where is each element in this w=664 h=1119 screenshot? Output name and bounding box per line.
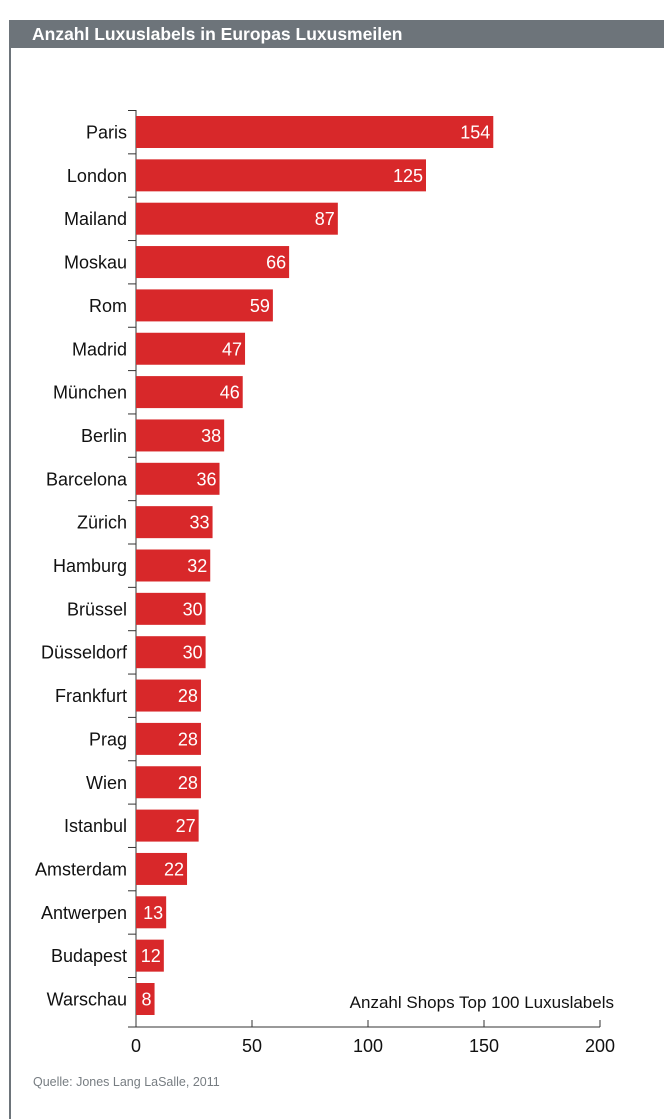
category-label: Antwerpen [41, 903, 127, 923]
bar-value-label: 28 [178, 686, 198, 706]
category-label: Amsterdam [35, 859, 127, 879]
category-label: Düsseldorf [41, 643, 128, 663]
category-label: Moskau [64, 253, 127, 273]
category-label: London [67, 166, 127, 186]
bar [136, 766, 201, 799]
bar-value-label: 36 [196, 469, 216, 489]
bar-value-label: 30 [183, 643, 203, 663]
category-label: Frankfurt [55, 686, 127, 706]
category-label: Wien [86, 773, 127, 793]
x-axis-title: Anzahl Shops Top 100 Luxuslabels [350, 993, 614, 1012]
category-label: Budapest [51, 946, 127, 966]
bar [136, 159, 426, 192]
bar [136, 983, 155, 1015]
bar-value-label: 33 [190, 513, 210, 533]
category-label: Brüssel [67, 599, 127, 619]
category-label: Warschau [47, 990, 127, 1010]
bar-value-label: 47 [222, 339, 242, 359]
source-note: Quelle: Jones Lang LaSalle, 2011 [33, 1075, 220, 1089]
category-label: Barcelona [46, 469, 128, 489]
category-label: Istanbul [64, 816, 127, 836]
bar [136, 896, 167, 929]
x-tick-label: 0 [131, 1036, 141, 1056]
bar [136, 462, 220, 495]
bar-value-label: 12 [141, 946, 161, 966]
x-tick-label: 50 [242, 1036, 262, 1056]
bar [136, 852, 188, 885]
bar-value-label: 125 [393, 166, 423, 186]
bar [136, 246, 290, 279]
bar [136, 116, 494, 148]
x-tick-label: 100 [353, 1036, 383, 1056]
bar-value-label: 46 [220, 383, 240, 403]
bar [136, 549, 211, 582]
bar-value-label: 28 [178, 773, 198, 793]
category-label: Prag [89, 729, 127, 749]
category-label: Hamburg [53, 556, 127, 576]
bar-value-label: 38 [201, 426, 221, 446]
chart-title: Anzahl Luxuslabels in Europas Luxusmeile… [9, 20, 664, 48]
bar [136, 506, 213, 539]
bar-value-label: 22 [164, 859, 184, 879]
bar-value-label: 154 [460, 123, 490, 143]
bar [136, 679, 201, 712]
category-label: Rom [89, 296, 127, 316]
bar-value-label: 8 [142, 990, 152, 1010]
bar [136, 592, 206, 625]
bar-value-label: 13 [143, 903, 163, 923]
category-label: Berlin [81, 426, 127, 446]
category-label: Madrid [72, 339, 127, 359]
category-label: Zürich [77, 513, 127, 533]
bar [136, 332, 246, 365]
bar [136, 636, 206, 669]
bar-value-label: 27 [176, 816, 196, 836]
category-label: Paris [86, 123, 127, 143]
bar [136, 419, 225, 452]
x-tick-label: 200 [585, 1036, 615, 1056]
bar [136, 809, 199, 842]
bar-value-label: 30 [183, 599, 203, 619]
bar [136, 376, 243, 409]
bar [136, 722, 201, 755]
category-label: München [53, 383, 127, 403]
x-tick-label: 150 [469, 1036, 499, 1056]
bar-value-label: 28 [178, 729, 198, 749]
bar [136, 289, 273, 322]
bar-value-label: 66 [266, 253, 286, 273]
bar [136, 939, 164, 972]
bar-value-label: 32 [187, 556, 207, 576]
bar [136, 202, 338, 235]
bar-value-label: 59 [250, 296, 270, 316]
category-label: Mailand [64, 209, 127, 229]
bar-value-label: 87 [315, 209, 335, 229]
